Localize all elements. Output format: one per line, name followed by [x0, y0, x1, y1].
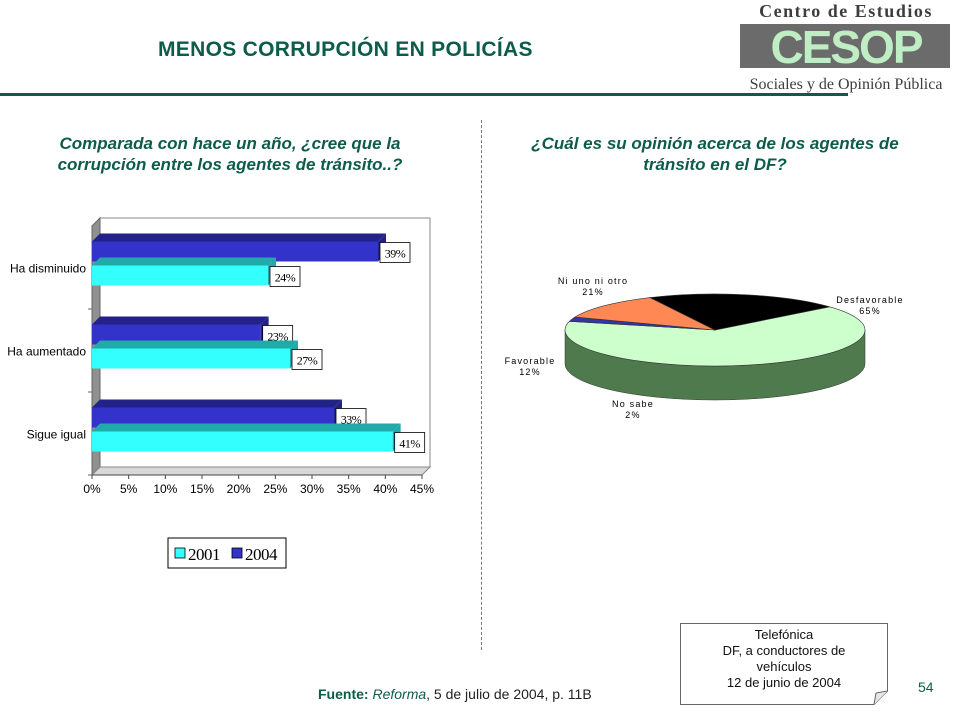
source-label: Fuente:: [318, 686, 369, 702]
x-tick-label: 30%: [300, 482, 324, 496]
bar: [92, 348, 290, 369]
x-tick-label: 25%: [263, 482, 287, 496]
x-tick-label: 45%: [410, 482, 434, 496]
plot-floor: [90, 466, 432, 476]
data-label: 33%: [341, 413, 362, 427]
x-tick-label: 0%: [83, 482, 101, 496]
category-label: Ha disminuido: [10, 262, 86, 276]
bar: [92, 241, 378, 262]
pie-slice-value: 65%: [859, 306, 881, 316]
x-tick-label: 20%: [227, 482, 251, 496]
title-underline: [0, 93, 848, 96]
x-tick-label: 40%: [373, 482, 397, 496]
bar-top-face: [92, 257, 276, 266]
note-line: Telefónica: [754, 627, 814, 642]
data-label: 24%: [275, 271, 296, 285]
x-tick-label: 10%: [153, 482, 177, 496]
note-frame: [680, 623, 888, 705]
bar-top-face: [92, 399, 342, 408]
source-publication: Reforma: [372, 686, 427, 702]
bar-top-face: [92, 423, 401, 432]
x-tick-label: 35%: [337, 482, 361, 496]
x-tick-label: 5%: [120, 482, 138, 496]
page-number: 54: [918, 679, 934, 695]
bar-top-face: [92, 316, 269, 325]
data-label-box: [269, 266, 301, 287]
bar-chart: Ha disminuido 39% 24% Ha aumentado 23% 27% Sig…: [7, 216, 434, 569]
legend-swatch: [174, 547, 186, 559]
note-line: DF, a conductores de: [722, 643, 846, 658]
x-tick-label: 15%: [190, 482, 214, 496]
page-title: MENOS CORRUPCIÓN EN POLICÍAS: [158, 38, 533, 61]
note-line: 12 de junio de 2004: [726, 675, 842, 690]
bar-top-face: [92, 340, 298, 349]
bar: [92, 431, 393, 452]
pie-slice-label: Ni uno ni otro: [558, 276, 628, 286]
pie-slice-label: No sabe: [612, 399, 654, 409]
bar-top-face: [92, 233, 386, 242]
data-label: 27%: [297, 354, 318, 368]
data-label-box: [291, 349, 323, 370]
logo-top-text: Centro de Estudios: [759, 1, 933, 21]
right-question: ¿Cuál es su opinión acerca de los agente…: [531, 134, 899, 174]
pie-slice: [564, 306, 866, 367]
bar: [92, 407, 334, 428]
legend-label: 2001: [188, 545, 220, 564]
cesop-logo: Centro de Estudios CESOP Sociales y de O…: [740, 1, 950, 93]
category-label: Ha aumentado: [7, 345, 86, 359]
pie-slice-value: 21%: [582, 287, 604, 297]
pie-slice: [648, 293, 830, 331]
bar: [92, 265, 268, 286]
legend-label: 2004: [245, 545, 278, 564]
source-details: , 5 de julio de 2004, p. 11B: [426, 686, 592, 702]
legend-swatch: [231, 547, 243, 559]
data-label-box: [394, 432, 426, 453]
note-line: vehículos: [756, 659, 812, 674]
pie-slice: [574, 297, 716, 331]
logo-mark: CESOP: [770, 21, 922, 73]
pie-slice-value: 2%: [625, 410, 640, 420]
data-label: 23%: [267, 330, 288, 344]
data-label: 39%: [385, 247, 406, 261]
pie-slice-label: Favorable: [505, 356, 556, 366]
data-label-box: [379, 242, 411, 263]
logo-mark-band: [740, 24, 950, 68]
legend-box: [167, 537, 287, 569]
column-divider: [481, 120, 482, 650]
survey-note: Telefónica DF, a conductores de vehículo…: [680, 623, 888, 705]
logo-bottom-text: Sociales y de Opinión Pública: [750, 76, 943, 93]
category-label: Sigue igual: [27, 428, 86, 442]
source-citation: Fuente: Reforma, 5 de julio de 2004, p. …: [318, 686, 592, 702]
pie-slice-label: Desfavorable: [836, 295, 903, 305]
bar: [92, 324, 261, 345]
data-label: 41%: [399, 437, 420, 451]
pie-slice-value: 12%: [519, 367, 541, 377]
left-question: Comparada con hace un año, ¿cree que la …: [57, 134, 403, 174]
